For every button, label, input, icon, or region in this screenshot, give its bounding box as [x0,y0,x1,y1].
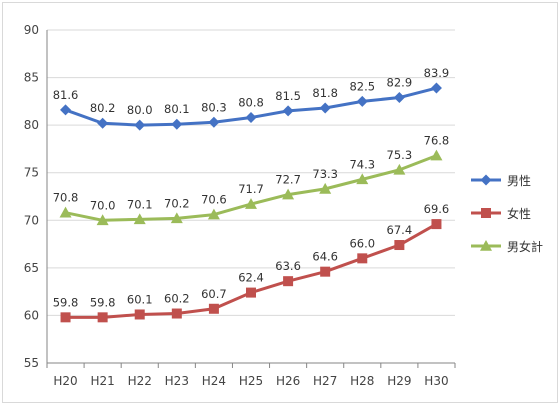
marker-triangle [356,173,369,185]
marker-diamond [356,95,368,107]
chart-frame: 55 60 65 70 75 80 85 90 H20 H21 H22 H23 H24 H25 H26 H27… [2,2,558,403]
x-tick-label: H20 [53,374,77,388]
marker-square [246,287,256,298]
data-label: 70.6 [201,193,227,207]
legend-label: 男女計 [507,239,543,254]
marker-square [97,312,108,323]
data-label: 80.0 [127,103,153,117]
data-label: 60.2 [164,292,190,306]
marker-triangle [133,213,146,225]
data-label: 71.7 [238,182,264,196]
x-tick-label: H23 [165,374,189,388]
x-tick-label: H30 [424,374,448,388]
data-label: 73.3 [312,167,338,181]
marker-square [320,266,331,277]
data-label: 82.5 [349,79,375,93]
x-tick-label: H28 [350,374,374,388]
x-tick-label: H26 [276,374,300,388]
x-tick-label: H27 [313,374,337,388]
y-tick-label: 80 [24,118,39,132]
marker-square [60,312,71,323]
marker-diamond [134,119,146,131]
data-label: 74.3 [349,157,375,171]
marker-square [134,309,145,320]
marker-triangle [245,198,257,209]
y-tick-label: 55 [24,356,39,370]
marker-diamond [393,92,405,104]
marker-triangle [96,214,109,226]
marker-triangle [430,149,443,161]
data-label: 59.8 [53,295,79,309]
data-label: 80.3 [201,100,227,114]
y-tick-label: 70 [24,213,39,227]
data-label: 83.9 [424,66,450,80]
marker-square [357,253,368,264]
data-label: 63.6 [275,259,301,273]
marker-diamond [171,118,183,130]
data-label: 60.1 [127,292,153,306]
data-label: 60.7 [201,287,227,301]
marker-square [283,276,294,287]
x-tick-label: H24 [202,374,226,388]
data-label: 66.0 [349,236,375,250]
y-tick-label: 85 [24,71,39,85]
marker-triangle [282,188,295,200]
x-tick-label: H29 [387,374,411,388]
marker-diamond [208,116,220,128]
y-tick-label: 65 [24,261,39,275]
marker-diamond [245,112,257,124]
x-tick-label: H22 [128,374,152,388]
marker-diamond [282,105,294,117]
marker-diamond [319,102,331,114]
y-tick-label: 90 [24,23,39,37]
x-tick-label: H21 [90,374,114,388]
marker-triangle [170,212,183,224]
marker-triangle [59,206,72,218]
data-label: 70.1 [127,197,153,211]
marker-square [171,308,182,319]
marker-triangle [207,208,220,220]
data-label: 81.6 [53,88,79,102]
data-label: 75.3 [387,148,413,162]
data-label: 80.8 [238,96,264,110]
data-label: 72.7 [275,173,301,187]
marker-diamond [97,117,109,129]
data-label: 67.4 [387,223,413,237]
marker-diamond [480,174,492,186]
data-label: 76.8 [424,134,450,148]
data-label: 59.8 [90,295,116,309]
marker-square [431,219,442,230]
marker-square [394,240,405,251]
axes: 55 60 65 70 75 80 85 90 H20 H21 H22 H23 H24 H25 H26 H27… [24,23,456,388]
data-label: 69.6 [424,202,450,216]
data-label: 70.2 [164,196,190,210]
marker-square [208,303,219,314]
marker-square [481,208,491,218]
data-labels: 81.6 80.2 80.0 80.1 80.3 80.8 81.5 81.8 82.5 82.9… [53,66,450,309]
line-chart: 55 60 65 70 75 80 85 90 H20 H21 H22 H23 H24 H25 H26 H27… [24,23,543,388]
marker-triangle [319,182,332,194]
data-label: 70.0 [90,198,116,212]
data-label: 70.8 [53,191,79,205]
marker-diamond [430,82,442,94]
legend-label: 男性 [507,174,531,188]
legend-label: 女性 [507,206,531,221]
data-label: 82.9 [387,76,413,90]
data-label: 80.2 [90,101,116,115]
data-label: 81.5 [275,89,301,103]
series [59,82,443,323]
marker-triangle [393,163,406,175]
data-label: 64.6 [312,250,338,264]
data-label: 80.1 [164,102,190,116]
marker-triangle [480,240,492,251]
y-tick-label: 75 [24,166,39,180]
y-tick-label: 60 [24,308,39,322]
data-label: 62.4 [238,271,264,285]
x-tick-label: H25 [239,374,263,388]
marker-diamond [60,104,72,116]
data-label: 81.8 [312,86,338,100]
